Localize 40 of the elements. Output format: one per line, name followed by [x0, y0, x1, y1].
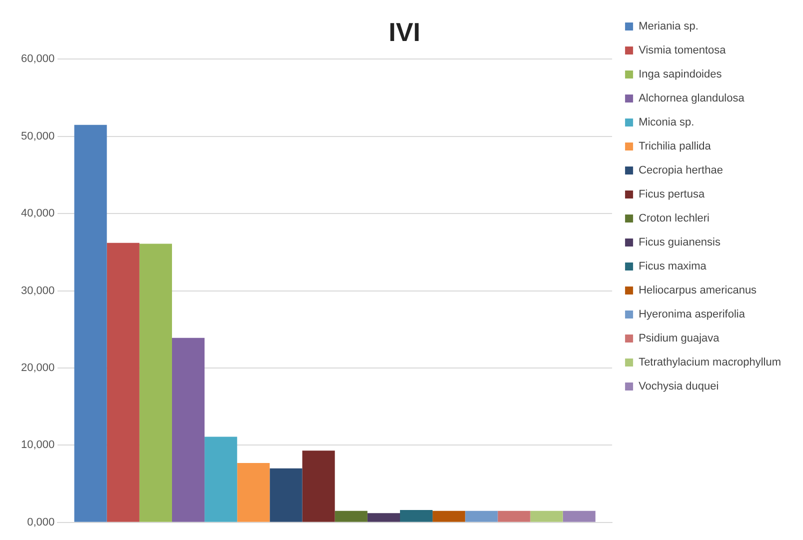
y-tick-label: 50,000 — [20, 130, 55, 142]
bar — [74, 124, 107, 522]
legend-label: Vochysia duquei — [638, 380, 719, 393]
y-tick-label: 10,000 — [20, 439, 55, 452]
legend-label: Alchornea glandulosa — [638, 92, 746, 105]
legend-label: Heliocarpus americanus — [638, 284, 758, 297]
bar — [270, 468, 302, 522]
bar — [465, 510, 498, 522]
bar — [530, 510, 563, 522]
legend-label: Hyeronima asperifolia — [638, 308, 746, 321]
legend-label: Ficus guianensis — [638, 236, 721, 249]
y-tick-label: 30,000 — [20, 284, 55, 297]
bar — [204, 436, 238, 522]
legend-label: Psidium guajava — [638, 332, 720, 345]
bar — [432, 510, 466, 522]
bar — [400, 510, 433, 522]
bar — [172, 338, 205, 522]
bar — [106, 242, 140, 522]
y-tick-label: 60,000 — [20, 53, 55, 66]
bar — [367, 513, 400, 522]
legend-label: Ficus maxima — [638, 260, 708, 273]
legend-label: Trichilia pallida — [638, 140, 712, 153]
legend-label: Vismia tomentosa — [638, 44, 727, 57]
bar — [139, 244, 172, 522]
legend-label: Miconia sp. — [638, 116, 694, 129]
y-tick-label: 20,000 — [20, 362, 55, 374]
legend-label: Croton lechleri — [638, 212, 710, 225]
bar — [498, 510, 530, 522]
bar — [562, 510, 596, 522]
legend-label: Tetrathylacium macrophyllum — [638, 356, 781, 369]
bar — [237, 462, 270, 522]
legend-label: Inga sapindoides — [638, 68, 722, 81]
legend-label: Ficus pertusa — [638, 188, 706, 201]
chart-title: IVI — [388, 16, 420, 47]
legend-label: Cecropia herthae — [638, 164, 723, 177]
bar — [302, 450, 335, 522]
bar — [334, 510, 368, 522]
legend-label: Meriania sp. — [638, 20, 698, 33]
y-tick-label: 40,000 — [20, 208, 55, 220]
y-tick-label: 0,000 — [27, 516, 55, 528]
